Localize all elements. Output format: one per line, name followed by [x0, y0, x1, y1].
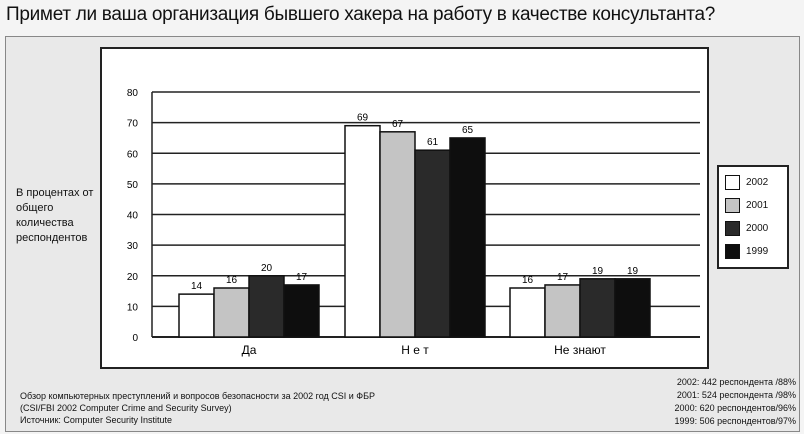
y-tick-label: 30: [127, 241, 139, 252]
y-tick-label: 20: [127, 272, 139, 283]
note-line: Обзор компьютерных преступлений и вопрос…: [20, 391, 376, 401]
bar: [379, 131, 416, 338]
bar: [414, 149, 451, 338]
y-tick-label: 40: [127, 211, 139, 222]
bar: [283, 284, 320, 338]
legend-item: 1999: [725, 244, 768, 259]
y-tick-label: 80: [127, 88, 139, 99]
y-tick-label: 50: [127, 180, 139, 191]
bar: [344, 124, 381, 338]
y-tick-label: 70: [127, 119, 139, 130]
note-line: (CSI/FBI 2002 Computer Crime and Securit…: [20, 403, 232, 413]
bar: [213, 287, 250, 338]
y-tick-label: 0: [132, 333, 138, 344]
respondent-line: 1999: 506 респондентов/97%: [674, 416, 796, 426]
data-label: 17: [557, 272, 569, 283]
data-label: 16: [522, 275, 534, 286]
data-label: 17: [296, 272, 308, 283]
legend-item: 2000: [725, 221, 768, 236]
legend-item: 2001: [725, 198, 768, 213]
bar: [449, 137, 486, 338]
legend-label: 2001: [746, 200, 769, 211]
legend-item: 2002: [725, 175, 768, 190]
bar: [509, 287, 546, 338]
respondent-counts: 2002: 442 респондента /88% 2001: 524 рес…: [650, 376, 796, 428]
legend-swatch: [725, 221, 740, 236]
legend-label: 2000: [746, 223, 769, 234]
data-label: 61: [427, 137, 439, 148]
respondent-line: 2002: 442 респондента /88%: [676, 377, 796, 387]
page-title: Примет ли ваша организация бывшего хакер…: [6, 4, 716, 25]
respondent-line: 2001: 524 респондента /98%: [676, 390, 796, 400]
bar: [178, 293, 215, 338]
y-tick-label: 10: [127, 302, 139, 313]
x-tick-label: Н е т: [401, 343, 429, 357]
source-notes: Обзор компьютерных преступлений и вопрос…: [20, 390, 375, 426]
legend-swatch: [725, 244, 740, 259]
data-label: 65: [462, 125, 474, 136]
data-label: 69: [357, 113, 369, 124]
data-label: 14: [191, 281, 203, 292]
legend: 2002 2001 2000 1999: [717, 165, 789, 269]
bar: [248, 275, 285, 338]
legend-swatch: [725, 175, 740, 190]
legend-swatch: [725, 198, 740, 213]
y-tick-label: 60: [127, 149, 139, 160]
x-tick-label: Не знают: [554, 343, 606, 357]
data-label: 67: [392, 119, 404, 130]
note-line: Источник: Computer Security Institute: [20, 415, 172, 425]
legend-label: 1999: [746, 246, 769, 257]
data-label: 19: [592, 266, 604, 277]
bar: [579, 278, 616, 338]
data-label: 16: [226, 275, 238, 286]
y-axis-label: В процентах от общего количества респонд…: [16, 187, 94, 244]
data-label: 19: [627, 266, 639, 277]
bar: [614, 278, 651, 338]
legend-label: 2002: [746, 177, 769, 188]
respondent-line: 2000: 620 респондентов/96%: [674, 403, 796, 413]
data-label: 20: [261, 263, 273, 274]
x-tick-label: Да: [242, 343, 257, 357]
bar: [544, 284, 581, 338]
